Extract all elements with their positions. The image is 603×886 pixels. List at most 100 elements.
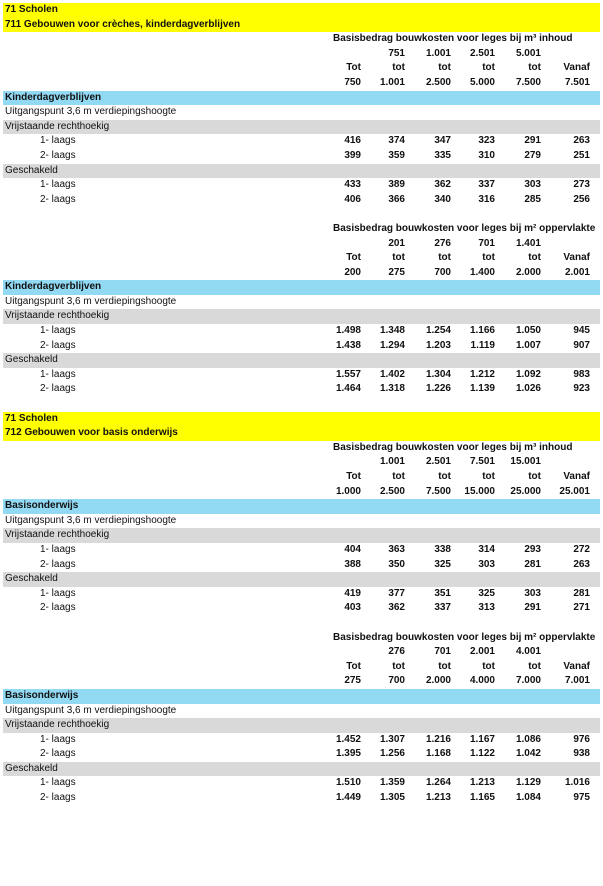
column-header: 15.000 — [464, 485, 495, 497]
group-row: Geschakeld — [3, 353, 600, 368]
group-row: Vrijstaande rechthoekig — [3, 528, 600, 543]
value-cell: 406 — [344, 193, 361, 205]
column-header: tot — [482, 471, 495, 482]
value-cell: 1.086 — [515, 733, 541, 745]
column-header: 700 — [434, 266, 451, 278]
column-header: 2.500 — [379, 485, 405, 497]
value-cell: 399 — [344, 149, 361, 161]
value-cell: 1.498 — [335, 325, 361, 337]
column-header: tot — [482, 252, 495, 264]
value-cell: 263 — [573, 135, 590, 147]
blank-row — [3, 616, 600, 631]
group-label: Geschakeld — [5, 573, 58, 585]
value-cell: 1.007 — [515, 339, 541, 351]
value-cell: 291 — [524, 135, 541, 147]
section-subtitle-row: 712 Gebouwen voor basis onderwijs — [3, 426, 600, 441]
group-label: Geschakeld — [5, 354, 58, 366]
column-header: tot — [482, 62, 495, 74]
value-cell: 1.256 — [379, 748, 405, 760]
column-header: 2.501 — [425, 456, 451, 468]
value-cell: 338 — [434, 543, 451, 555]
value-cell: 291 — [524, 602, 541, 614]
spreadsheet: 71 Scholen 711 Gebouwen voor crèches, kin… — [3, 3, 600, 806]
column-header-row: 1.001 2.501 7.501 15.001 — [3, 455, 600, 470]
group-row: Vrijstaande rechthoekig — [3, 309, 600, 325]
value-cell: 1.449 — [335, 792, 361, 804]
row-label: 1- laags — [40, 733, 76, 745]
value-cell: 1.168 — [425, 748, 451, 760]
category-row: Kinderdagverblijven — [3, 90, 600, 106]
column-header: Vanaf — [563, 252, 590, 264]
value-cell: 1.510 — [335, 777, 361, 789]
value-cell: 1.294 — [379, 339, 405, 351]
group-row: Geschakeld — [3, 572, 600, 587]
table-heading: Basisbedrag bouwkosten voor leges bij m³… — [333, 33, 573, 45]
column-header: 25.000 — [510, 485, 541, 497]
column-header: 2.001 — [564, 266, 590, 278]
category-label: Basisonderwijs — [5, 500, 79, 512]
table-row: 1- laags 1.452 1.307 1.216 1.167 1.086 976 — [3, 733, 600, 748]
column-header: tot — [392, 471, 405, 482]
group-label: Geschakeld — [5, 164, 58, 176]
table-row: 2- laags 388 350 325 303 281 263 — [3, 558, 600, 573]
column-header: tot — [392, 660, 405, 672]
value-cell: 1.226 — [425, 383, 451, 395]
value-cell: 1.557 — [335, 368, 361, 380]
value-cell: 1.307 — [379, 733, 405, 745]
column-header: 4.001 — [515, 646, 541, 658]
blank-row — [3, 207, 600, 222]
note-row: Uitgangspunt 3,6 m verdiepingshoogte — [3, 105, 600, 120]
value-cell: 374 — [388, 135, 405, 147]
value-cell: 1.304 — [425, 368, 451, 380]
value-cell: 1.212 — [469, 368, 495, 380]
category-label: Kinderdagverblijven — [5, 281, 102, 293]
note-label: Uitgangspunt 3,6 m verdiepingshoogte — [5, 295, 177, 307]
table-row: 1- laags 404 363 338 314 293 272 — [3, 543, 600, 558]
column-header: 5.001 — [515, 47, 541, 59]
value-cell: 303 — [478, 558, 495, 570]
column-header: 201 — [388, 237, 405, 249]
value-cell: 1.402 — [379, 368, 405, 380]
value-cell: 325 — [434, 558, 451, 570]
table-row: 2- laags 406 366 340 316 285 256 — [3, 193, 600, 208]
value-cell: 1.452 — [335, 733, 361, 745]
table-row: 1- laags 433 389 362 337 303 273 — [3, 178, 600, 193]
category-label: Kinderdagverblijven — [5, 91, 102, 103]
table-row: 2- laags 1.464 1.318 1.226 1.139 1.026 923 — [3, 382, 600, 397]
table-heading: Basisbedrag bouwkosten voor leges bij m³… — [333, 441, 573, 453]
row-label: 1- laags — [40, 587, 76, 599]
table-row: 1- laags 1.557 1.402 1.304 1.212 1.092 983 — [3, 368, 600, 383]
table-heading: Basisbedrag bouwkosten voor leges bij m²… — [333, 631, 596, 643]
value-cell: 1.213 — [425, 792, 451, 804]
column-header: 7.500 — [515, 76, 541, 88]
value-cell: 1.165 — [469, 792, 495, 804]
value-cell: 1.318 — [379, 383, 405, 395]
section-title-row: 71 Scholen — [3, 411, 600, 427]
section-subtitle-row: 711 Gebouwen voor crèches, kinderdagverb… — [3, 17, 600, 33]
value-cell: 335 — [434, 149, 451, 161]
row-label: 2- laags — [40, 193, 76, 205]
column-header: 275 — [344, 675, 361, 687]
value-cell: 1.166 — [469, 325, 495, 337]
value-cell: 403 — [344, 602, 361, 614]
column-header: 7.000 — [515, 675, 541, 687]
value-cell: 351 — [434, 587, 451, 599]
table-heading-row: Basisbedrag bouwkosten voor leges bij m³… — [3, 441, 600, 456]
value-cell: 1.305 — [379, 792, 405, 804]
column-header: Vanaf — [563, 471, 590, 482]
value-cell: 314 — [478, 543, 495, 555]
value-cell: 281 — [524, 558, 541, 570]
group-row: Vrijstaande rechthoekig — [3, 718, 600, 733]
value-cell: 1.254 — [425, 325, 451, 337]
value-cell: 907 — [573, 339, 590, 351]
value-cell: 363 — [388, 543, 405, 555]
value-cell: 1.464 — [335, 383, 361, 395]
value-cell: 337 — [478, 179, 495, 191]
group-label: Vrijstaande rechthoekig — [5, 529, 110, 541]
table-row: 1- laags 416 374 347 323 291 263 — [3, 134, 600, 149]
value-cell: 293 — [524, 543, 541, 555]
group-label: Geschakeld — [5, 762, 58, 774]
row-label: 2- laags — [40, 602, 76, 614]
value-cell: 1.203 — [425, 339, 451, 351]
value-cell: 1.050 — [515, 325, 541, 337]
